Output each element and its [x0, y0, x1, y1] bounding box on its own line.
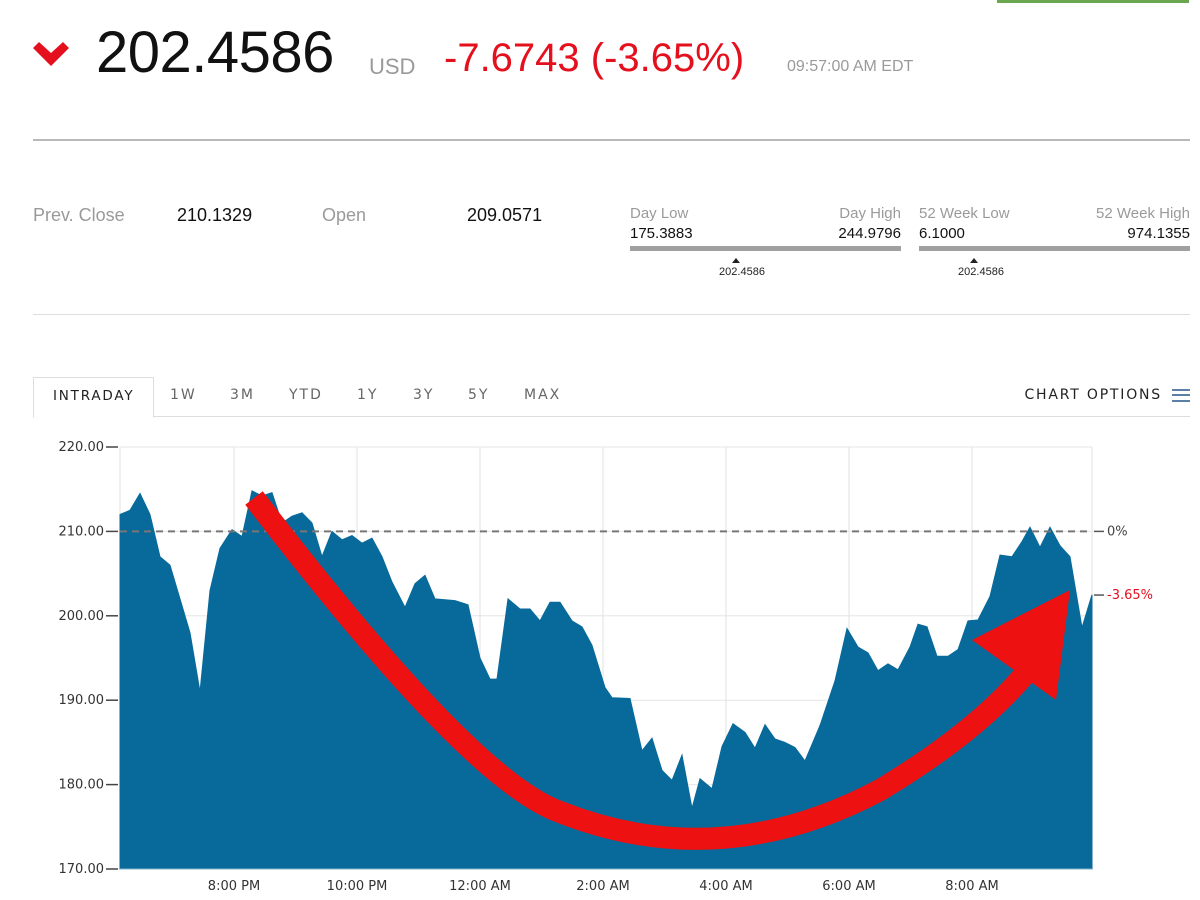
x-tick-label: 2:00 AM	[576, 879, 629, 894]
x-tick-label: 12:00 AM	[449, 879, 511, 894]
x-tick-label: 8:00 PM	[208, 879, 260, 894]
y-tick-label: 210.00	[59, 524, 105, 539]
y-tick-label: 180.00	[59, 778, 105, 793]
current-price: 202.4586	[96, 20, 334, 85]
top-accent-bar	[997, 0, 1189, 3]
tab-intraday[interactable]: INTRADAY	[33, 377, 155, 418]
red-arrow-annotation	[245, 491, 1070, 850]
open-label: Open	[322, 205, 367, 225]
week52-low-label: 52 Week Low	[919, 205, 1010, 222]
header-divider	[33, 139, 1190, 141]
stats-divider	[33, 314, 1190, 315]
open-value: 209.0571	[467, 205, 543, 225]
chart-options-button[interactable]: CHART OPTIONS	[1024, 377, 1190, 413]
day-range-bar	[630, 246, 901, 251]
prev-close-label: Prev. Close	[33, 205, 125, 225]
week52-range-current: 202.4586	[958, 266, 1004, 278]
tab-3y[interactable]: 3Y	[413, 387, 435, 403]
day-low-value: 175.3883	[630, 225, 693, 242]
x-tick-label: 6:00 AM	[822, 879, 875, 894]
quote-timestamp: 09:57:00 AM EDT	[787, 58, 914, 75]
day-range-current: 202.4586	[719, 266, 765, 278]
day-high-label: Day High	[839, 205, 901, 222]
week52-high-value: 974.1355	[1127, 225, 1190, 242]
x-tick-label: 10:00 PM	[327, 879, 388, 894]
tab-max[interactable]: MAX	[524, 387, 562, 403]
chart-range-tabs: INTRADAY 1W 3M YTD 1Y 3Y 5Y MAX CHART OP…	[33, 377, 1190, 418]
week52-range-marker-icon	[970, 258, 978, 263]
day-range-marker-icon	[732, 258, 740, 263]
price-change: -7.6743 (-3.65%)	[444, 36, 745, 80]
currency-label: USD	[369, 54, 416, 79]
tab-3m[interactable]: 3M	[230, 387, 255, 403]
y-tick-label: 200.00	[59, 609, 105, 624]
tab-ytd[interactable]: YTD	[289, 387, 323, 403]
tab-5y[interactable]: 5Y	[468, 387, 490, 403]
y-tick-label: 170.00	[59, 862, 105, 877]
price-area-series	[119, 490, 1093, 870]
x-tick-label: 4:00 AM	[699, 879, 752, 894]
hamburger-menu-icon	[1172, 388, 1190, 402]
tab-1w[interactable]: 1W	[170, 387, 197, 403]
x-tick-label: 8:00 AM	[945, 879, 998, 894]
chart-axes: 220.00 210.00 200.00 190.00 180.00 170.00 8:00…	[59, 440, 1092, 894]
current-pct-label: -3.65%	[1107, 588, 1153, 603]
y-tick-label: 190.00	[59, 693, 105, 708]
week52-high-label: 52 Week High	[1096, 205, 1190, 222]
tab-1y[interactable]: 1Y	[357, 387, 379, 403]
week52-range-bar	[919, 246, 1190, 251]
chevron-down-icon	[33, 42, 69, 66]
prev-close-value: 210.1329	[177, 205, 253, 225]
reference-pct-label: 0%	[1107, 524, 1128, 539]
y-tick-label: 220.00	[59, 440, 105, 455]
day-low-label: Day Low	[630, 205, 689, 222]
day-high-value: 244.9796	[838, 225, 901, 242]
chart-options-label: CHART OPTIONS	[1024, 387, 1162, 403]
week52-low-value: 6.1000	[919, 225, 965, 242]
